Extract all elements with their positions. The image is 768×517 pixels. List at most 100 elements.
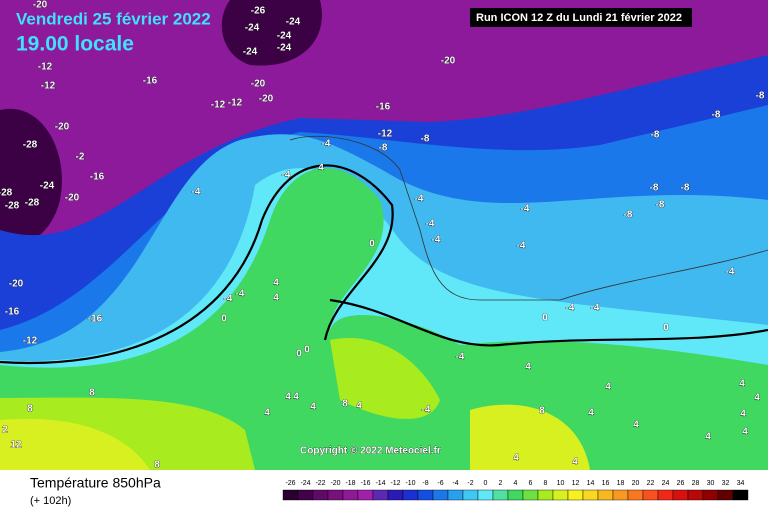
scale-swatch <box>327 489 344 501</box>
contour-label: 8 <box>154 460 160 471</box>
scale-swatch <box>507 489 524 501</box>
contour-label: -16 <box>376 102 391 113</box>
contour-label: -8 <box>421 134 430 145</box>
forecast-date: Vendredi 25 février 2022 <box>16 9 211 28</box>
contour-label: 4 <box>739 379 745 390</box>
scale-label: -10 <box>405 480 415 487</box>
scale-label: 4 <box>514 480 518 487</box>
run-info: Run ICON 12 Z du Lundi 21 février 2022 <box>476 12 682 24</box>
scale-label: 10 <box>557 480 565 487</box>
scale-swatch <box>387 489 404 501</box>
scale-swatch <box>492 489 509 501</box>
scale-swatch <box>357 489 374 501</box>
contour-label: -4 <box>517 241 526 252</box>
scale-label: 12 <box>572 480 580 487</box>
scale-swatch <box>567 489 584 501</box>
contour-label: 4 <box>273 293 279 304</box>
run-box <box>470 8 692 27</box>
scale-label: 30 <box>707 480 715 487</box>
scale-label: 22 <box>647 480 655 487</box>
scale-swatch <box>312 489 329 501</box>
contour-label: -12 <box>228 98 243 109</box>
scale-label: 0 <box>484 480 488 487</box>
contour-label: 4 <box>754 393 760 404</box>
contour-label: -4 <box>426 219 435 230</box>
scale-swatch <box>627 489 644 501</box>
contour-label: 4 <box>705 432 711 443</box>
scale-swatch <box>702 489 719 501</box>
contour-label: 4 <box>572 457 578 468</box>
contour-label: -28 <box>23 140 38 151</box>
scale-swatch <box>447 489 464 501</box>
contour-label: -20 <box>55 122 70 133</box>
contour-label: -8 <box>379 143 388 154</box>
scale-swatch <box>552 489 569 501</box>
scale-swatch <box>537 489 554 501</box>
contour-label: 4 <box>740 409 746 420</box>
contour-label: 0 <box>663 323 669 334</box>
contour-label: -24 <box>277 43 292 54</box>
scale-swatch <box>642 489 659 501</box>
contour-label: -4 <box>726 267 735 278</box>
contour-label: -4 <box>236 289 245 300</box>
contour-label: -4 <box>456 352 465 363</box>
scale-label: -4 <box>452 480 458 487</box>
contour-label: -16 <box>88 314 103 325</box>
scale-swatch <box>672 489 689 501</box>
contour-label: -24 <box>245 23 260 34</box>
scale-label: 2 <box>499 480 503 487</box>
footer-subtitle: (+ 102h) <box>30 495 71 507</box>
contour-label: 4 <box>605 382 611 393</box>
scale-swatch <box>477 489 494 501</box>
scale-label: -12 <box>390 480 400 487</box>
contour-label: -28 <box>25 198 40 209</box>
contour-label: -16 <box>5 307 20 318</box>
contour-label: -24 <box>277 31 292 42</box>
contour-label: -4 <box>415 194 424 205</box>
contour-label: -26 <box>251 6 266 17</box>
contour-label: -20 <box>251 79 266 90</box>
contour-label: 0 <box>542 313 548 324</box>
contour-label: 4 <box>310 402 316 413</box>
contour-label: -20 <box>9 279 24 290</box>
contour-label: 0 <box>296 349 302 360</box>
scale-swatch <box>687 489 704 501</box>
scale-swatch <box>717 489 734 501</box>
contour-label: 12 <box>10 440 22 451</box>
contour-label: 8 <box>539 406 545 417</box>
scale-label: 6 <box>529 480 533 487</box>
scale-swatch <box>282 489 299 501</box>
scale-label: 16 <box>602 480 610 487</box>
color-scale: -26 -24 -22 -20 -18 -16 -14 -12 -10 -8 -6 -4 -2 0 2 4 6 8… <box>282 480 749 501</box>
contour-label: 0 <box>304 345 310 356</box>
scale-swatch <box>432 489 449 501</box>
scale-swatch <box>372 489 389 501</box>
scale-label: 24 <box>662 480 670 487</box>
contour-label: -4 <box>422 405 431 416</box>
contour-label: -16 <box>90 172 105 183</box>
contour-label: -20 <box>441 56 456 67</box>
scale-swatch <box>417 489 434 501</box>
contour-label: -8 <box>756 91 765 102</box>
scale-label: -2 <box>467 480 473 487</box>
contour-label: -12 <box>38 62 53 73</box>
scale-label: -20 <box>330 480 340 487</box>
scale-label: -14 <box>375 480 385 487</box>
scale-label: -18 <box>345 480 355 487</box>
scale-label: 20 <box>632 480 640 487</box>
contour-label: -16 <box>143 76 158 87</box>
contour-label: -4 <box>192 187 201 198</box>
scale-swatch <box>297 489 314 501</box>
contour-label: -8 <box>656 200 665 211</box>
scale-label: 34 <box>737 480 745 487</box>
contour-label: 4 <box>273 278 279 289</box>
scale-label: 32 <box>722 480 730 487</box>
contour-label: -12 <box>23 336 38 347</box>
scale-label: 8 <box>544 480 548 487</box>
scale-swatch <box>597 489 614 501</box>
scale-label: -22 <box>315 480 325 487</box>
contour-label: 4 <box>318 163 324 174</box>
scale-label: -24 <box>300 480 310 487</box>
contour-label: 4 <box>525 362 531 373</box>
